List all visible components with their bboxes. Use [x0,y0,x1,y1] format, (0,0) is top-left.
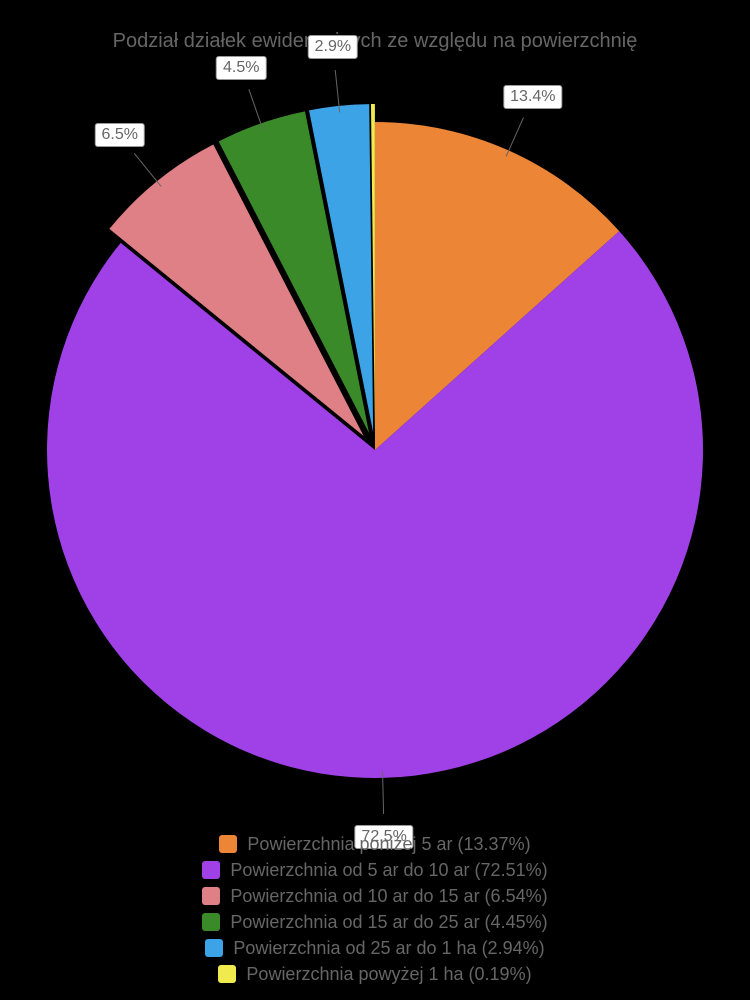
slice-label: 6.5% [95,123,145,147]
legend-label: Powierzchnia od 15 ar do 25 ar (4.45%) [230,910,547,934]
callout-line [249,89,263,129]
callout-line [134,153,161,186]
legend-label: Powierzchnia od 10 ar do 15 ar (6.54%) [230,884,547,908]
legend-item: Powierzchnia od 25 ar do 1 ha (2.94%) [0,936,750,960]
legend-swatch [202,887,220,905]
legend-label: Powierzchnia od 25 ar do 1 ha (2.94%) [233,936,544,960]
legend-item: Powierzchnia od 15 ar do 25 ar (4.45%) [0,910,750,934]
slice-label: 4.5% [216,56,266,80]
pie-area: 13.4%72.5%6.5%4.5%2.9% [0,60,750,820]
chart-title: Podział działek ewidencyjnych ze względu… [0,30,750,53]
slice-label: 2.9% [308,35,358,59]
chart-container: Podział działek ewidencyjnych ze względu… [0,0,750,1000]
pie-svg [0,60,750,820]
slice-label: 13.4% [503,85,562,109]
legend-swatch [219,835,237,853]
legend-label: Powierzchnia powyżej 1 ha (0.19%) [246,962,531,986]
legend-item: Powierzchnia od 10 ar do 15 ar (6.54%) [0,884,750,908]
legend-swatch [218,965,236,983]
legend: Powierzchnia poniżej 5 ar (13.37%)Powier… [0,830,750,988]
callout-line [506,118,523,157]
callout-line [335,70,339,112]
legend-item: Powierzchnia powyżej 1 ha (0.19%) [0,962,750,986]
legend-swatch [202,861,220,879]
legend-swatch [202,913,220,931]
legend-item: Powierzchnia od 5 ar do 10 ar (72.51%) [0,858,750,882]
legend-label: Powierzchnia poniżej 5 ar (13.37%) [247,832,530,856]
legend-swatch [205,939,223,957]
legend-label: Powierzchnia od 5 ar do 10 ar (72.51%) [230,858,547,882]
legend-item: Powierzchnia poniżej 5 ar (13.37%) [0,832,750,856]
